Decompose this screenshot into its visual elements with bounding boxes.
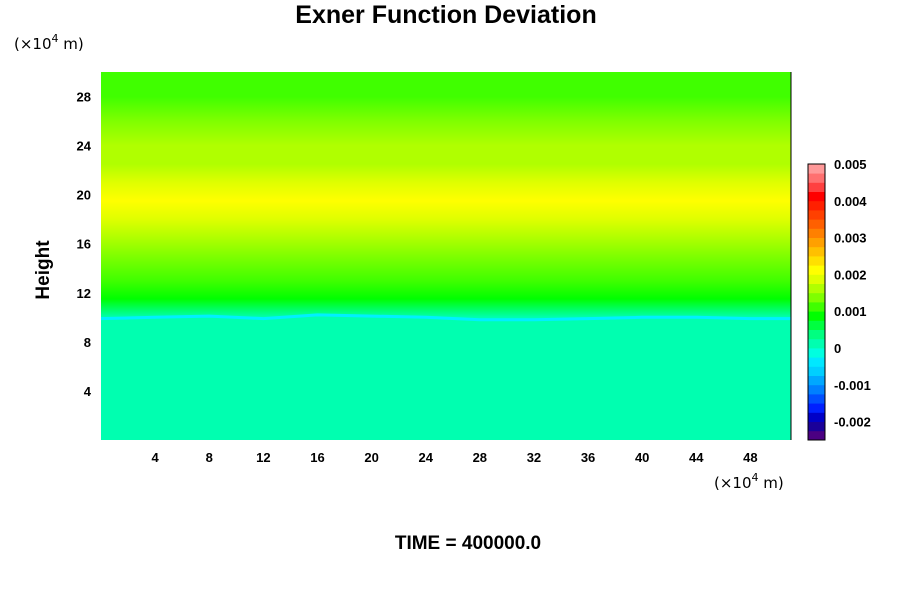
colorbar-segment: [808, 191, 825, 202]
colorbar-segment: [808, 219, 825, 229]
colorbar-segment: [808, 200, 825, 211]
colorbar-segment: [808, 320, 825, 330]
colorbar-segment: [808, 384, 825, 395]
lower-field-region: [101, 314, 791, 440]
y-tick-label: 28: [77, 90, 91, 105]
colorbar-segment: [808, 311, 825, 321]
y-tick-label: 24: [77, 139, 92, 154]
colorbar-tick-label: 0.002: [834, 267, 867, 282]
y-unit-exp: 4: [52, 32, 59, 45]
tropopause-contour: [101, 313, 791, 322]
x-tick-label: 40: [635, 450, 649, 465]
svg-text:(×104 m): (×104 m): [714, 471, 784, 492]
colorbar-tick-label: -0.002: [834, 415, 871, 430]
y-tick-label: 12: [77, 286, 91, 301]
y-tick-label: 8: [84, 335, 91, 350]
colorbar-segment: [808, 348, 825, 358]
x-ticks: 4 8 12 16 20 24 28 32 36 40 44 48: [152, 450, 758, 465]
colorbar-segment: [808, 338, 825, 349]
colorbar-tick-label: 0.005: [834, 157, 867, 172]
x-tick-label: 48: [743, 450, 757, 465]
y-axis-label: Height: [33, 240, 54, 300]
svg-text:(×104 m): (×104 m): [14, 32, 84, 53]
y-ticks: 4 8 12 16 20 24 28: [77, 90, 92, 399]
colorbar-tick-label: 0: [834, 341, 841, 356]
colorbar: 0.005 0.004 0.003 0.002 0.001 0 -0.001 -0.002: [807, 157, 871, 441]
x-unit-label: (×104 m): [714, 471, 784, 492]
x-tick-label: 24: [418, 450, 433, 465]
colorbar-tick-label: 0.003: [834, 231, 867, 246]
colorbar-segment: [808, 256, 825, 266]
x-tick-label: 12: [256, 450, 270, 465]
x-unit-exp: 4: [752, 471, 759, 484]
colorbar-segment: [808, 421, 825, 432]
colorbar-tick-label: 0.004: [834, 194, 867, 209]
colorbar-segment: [808, 274, 825, 284]
x-tick-label: 8: [206, 450, 213, 465]
colorbar-segment: [808, 292, 825, 303]
time-label: TIME = 400000.0: [395, 533, 541, 554]
colorbar-segment: [808, 329, 825, 340]
colorbar-tick-label: 0.001: [834, 304, 867, 319]
colorbar-segment: [808, 265, 825, 275]
colorbar-segment: [808, 430, 825, 441]
x-tick-label: 20: [364, 450, 378, 465]
y-unit-label: (×104 m): [14, 32, 84, 53]
x-tick-label: 4: [152, 450, 160, 465]
chart-title: Exner Function Deviation: [295, 1, 596, 29]
colorbar-segment: [808, 182, 825, 192]
x-tick-label: 32: [527, 450, 541, 465]
colorbar-segment: [808, 228, 825, 238]
colorbar-segment: [808, 394, 825, 404]
colorbar-segment: [808, 173, 825, 183]
colorbar-segment: [808, 302, 825, 312]
colorbar-segment: [808, 403, 825, 413]
colorbar-segment: [808, 283, 825, 294]
x-unit-suffix: m): [759, 474, 784, 492]
colorbar-segment: [808, 210, 825, 220]
colorbar-segment: [808, 412, 825, 422]
colorbar-segment: [808, 357, 825, 367]
colorbar-segment: [808, 366, 825, 376]
y-unit-suffix: m): [59, 35, 84, 53]
x-unit-prefix: (×10: [714, 474, 752, 492]
y-unit-prefix: (×10: [14, 35, 52, 53]
colorbar-tick-label: -0.001: [834, 378, 871, 393]
x-tick-label: 44: [689, 450, 704, 465]
y-tick-label: 4: [84, 384, 92, 399]
colorbar-segment: [808, 237, 825, 248]
y-tick-label: 16: [77, 237, 91, 252]
y-tick-label: 20: [77, 188, 91, 203]
colorbar-frame: [807, 163, 826, 441]
x-tick-label: 36: [581, 450, 595, 465]
colorbar-segment: [808, 164, 825, 174]
colorbar-segment: [808, 246, 825, 257]
colorbar-segment: [808, 375, 825, 386]
plot-area: [101, 72, 792, 440]
x-tick-label: 16: [310, 450, 324, 465]
x-tick-label: 28: [473, 450, 487, 465]
